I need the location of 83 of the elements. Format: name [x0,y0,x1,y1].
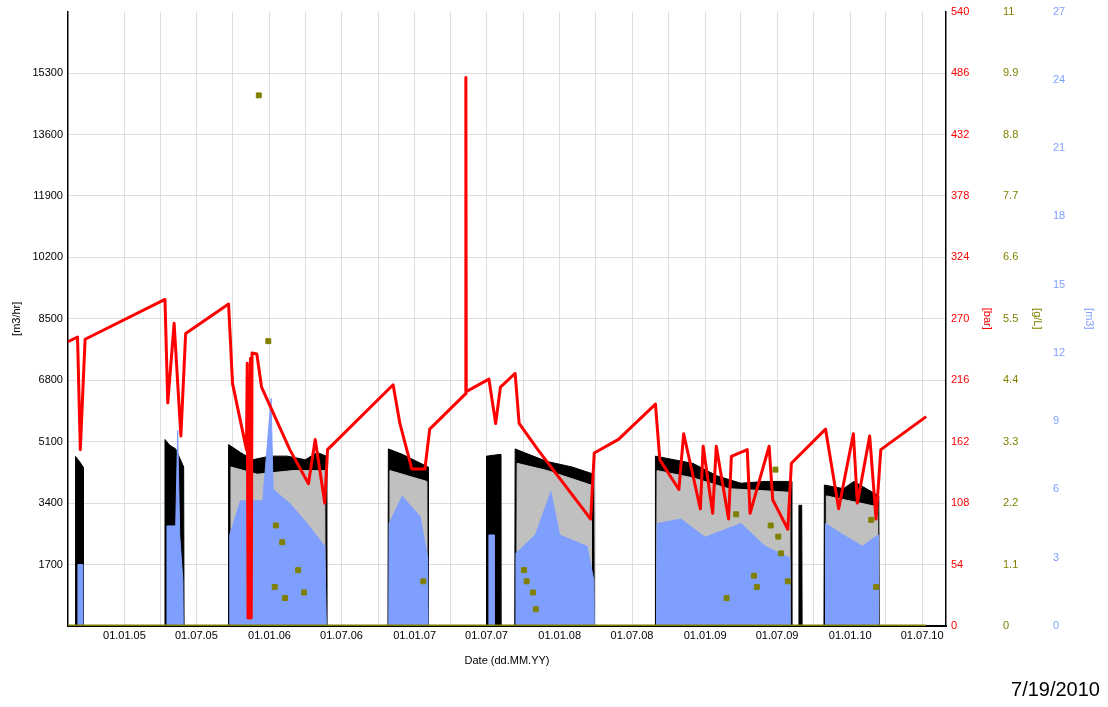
x-tick-label: 01.01.05 [103,628,146,641]
y3-tick-label: 2.2 [1003,496,1019,509]
y2-tick-label: 0 [951,619,958,632]
y3-tick-label: 3.3 [1003,434,1019,447]
point [301,589,308,596]
y2-axis-title: [bar] [982,307,995,330]
y2-tick-label: 162 [951,434,970,447]
y-axis-title: [m3] [1084,308,1097,330]
y-tick-label: 11900 [33,188,63,201]
point [279,539,286,546]
point [295,567,302,574]
point [265,338,272,345]
y-tick-label: 13600 [32,127,63,140]
point [520,567,527,574]
y-tick-label: 18 [1053,209,1066,222]
point [778,550,785,557]
y2-tick-label: 216 [951,373,970,386]
y-axis-title: [m3/hr] [9,301,22,336]
y-tick-label: 12 [1053,345,1066,358]
y2-tick-label: 108 [951,496,970,509]
point [255,92,262,99]
y3-tick-label: 8.8 [1003,127,1019,140]
y3-tick-label: 11 [1003,4,1015,17]
point [868,516,875,523]
y2-tick-label: 270 [951,311,970,324]
y-tick-label: 27 [1053,4,1066,17]
point [272,522,279,529]
y-tick-label: 24 [1053,72,1066,85]
y2-tick-label: 486 [951,66,970,79]
y3-tick-label: 9.9 [1003,66,1019,79]
y-tick-label: 0 [1053,619,1060,632]
y2-tick-label: 324 [951,250,970,263]
point [751,572,757,579]
y-tick-label: 9 [1053,414,1060,427]
point [775,533,782,540]
y-tick-label: 21 [1053,141,1066,154]
y-tick-label: 8500 [38,311,63,324]
x-tick-label: 01.01.08 [538,628,582,641]
y2-tick-label: 378 [951,188,970,201]
y2-tick-label: 54 [951,557,964,570]
x-tick-label: 01.07.09 [755,628,799,641]
point [282,595,288,602]
x-tick-label: 01.01.10 [828,628,872,641]
point [784,578,791,585]
y3-tick-label: 7.7 [1003,188,1019,201]
y-tick-label: 1700 [38,557,63,570]
y3-tick-label: 1.1 [1003,557,1019,570]
y-tick-label: 3 [1053,550,1060,563]
x-tick-label: 01.01.07 [393,628,436,641]
point [873,583,880,590]
y-tick-label: 6 [1053,482,1060,495]
x-tick-label: 01.07.06 [320,628,363,641]
point [753,583,760,590]
point [723,595,730,602]
point [733,511,740,518]
y-tick-label: 6800 [38,373,63,386]
y-tick-label: 3400 [38,496,63,509]
x-tick-label: 01.01.09 [683,628,727,641]
y-tick-label: 10200 [32,250,63,263]
point [530,589,537,596]
point [767,522,774,529]
y-tick-label: 5100 [38,434,63,447]
point [523,578,530,585]
y3-tick-label: 0 [1003,619,1010,632]
y3-axis-title: [g/L] [1032,308,1045,330]
point [532,606,539,613]
y3-tick-label: 5.5 [1003,311,1019,324]
point [420,578,427,585]
y3-tick-label: 6.6 [1003,250,1019,263]
text: 7/19/2010 [1011,678,1100,701]
y2-tick-label: 540 [951,4,970,17]
x-tick-label: 01.01.06 [248,628,291,641]
point [271,583,278,590]
x-axis-title: Date (dd.MM.YY) [464,654,550,667]
point [772,466,779,473]
y2-tick-label: 432 [951,127,970,140]
x-tick-label: 01.07.10 [900,628,944,641]
x-tick-label: 01.07.08 [610,628,654,641]
y-tick-label: 15 [1053,277,1066,290]
x-tick-label: 01.07.07 [465,628,508,641]
x-tick-label: 01.07.05 [174,628,218,641]
y-tick-label: 15300 [32,66,63,79]
y3-tick-label: 4.4 [1003,373,1019,386]
